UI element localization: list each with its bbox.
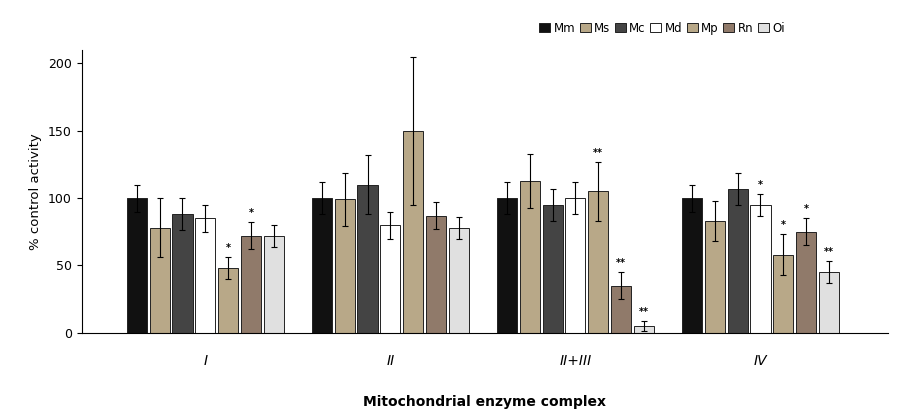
Bar (426, 215, 446, 333)
Bar (796, 232, 816, 333)
Text: Mitochondrial enzyme complex: Mitochondrial enzyme complex (363, 395, 606, 409)
Bar (496, 198, 517, 333)
Text: **: ** (639, 307, 649, 317)
Text: **: ** (824, 248, 834, 258)
Bar (127, 198, 147, 333)
Y-axis label: % control activity: % control activity (29, 133, 43, 250)
Bar (403, 131, 423, 333)
Bar (728, 189, 747, 333)
Bar (565, 198, 585, 333)
Bar (149, 228, 169, 333)
Bar (381, 225, 400, 333)
Text: *: * (248, 208, 254, 218)
Bar (241, 236, 261, 333)
Text: *: * (781, 220, 786, 230)
Bar (819, 272, 839, 333)
Bar (682, 198, 702, 333)
Bar (196, 218, 216, 333)
Bar (448, 228, 469, 333)
Text: IV: IV (754, 354, 767, 368)
Text: II: II (386, 354, 394, 368)
Bar (264, 236, 284, 333)
Bar (543, 205, 563, 333)
Bar (588, 191, 608, 333)
Bar (312, 198, 332, 333)
Bar (172, 214, 193, 333)
Bar (705, 221, 725, 333)
Bar (774, 255, 794, 333)
Text: **: ** (616, 258, 626, 268)
Bar (611, 286, 631, 333)
Text: *: * (804, 204, 809, 214)
Text: **: ** (593, 148, 603, 158)
Bar (750, 205, 770, 333)
Bar (218, 268, 238, 333)
Bar (358, 185, 378, 333)
Text: II+III: II+III (559, 354, 592, 368)
Bar (634, 326, 654, 333)
Bar (334, 199, 355, 333)
Text: I: I (203, 354, 207, 368)
Legend: Mm, Ms, Mc, Md, Mp, Rn, Oi: Mm, Ms, Mc, Md, Mp, Rn, Oi (539, 22, 785, 35)
Text: *: * (758, 180, 763, 190)
Bar (520, 181, 540, 333)
Text: *: * (226, 243, 231, 253)
